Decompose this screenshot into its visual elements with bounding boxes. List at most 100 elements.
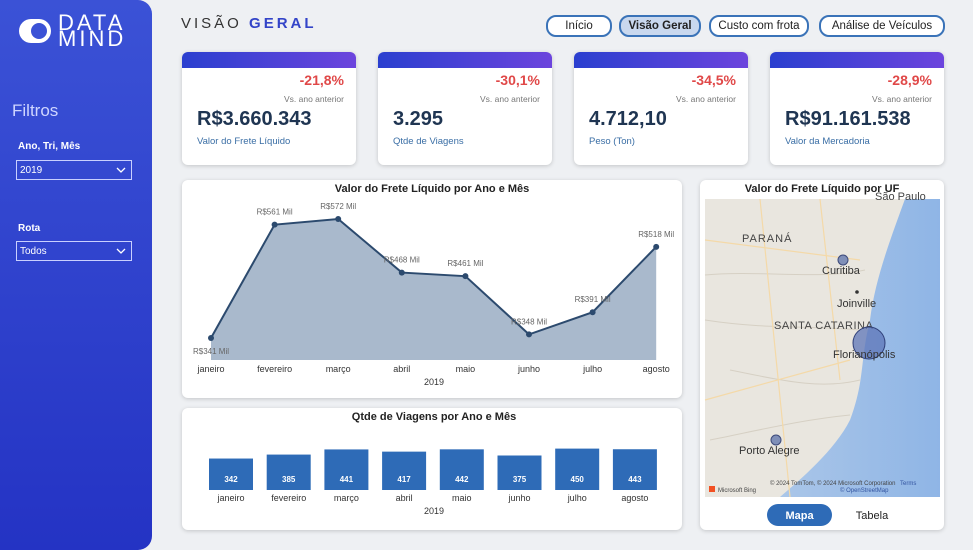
bing-logo xyxy=(709,486,715,492)
kpi-bar xyxy=(574,52,748,68)
chart-title: Valor do Frete Líquido por Ano e Mês xyxy=(335,183,530,195)
map-label: Curitiba xyxy=(822,265,861,277)
x-tick-label: abril xyxy=(393,364,410,374)
bar xyxy=(324,449,369,490)
data-label: 375 xyxy=(513,475,527,484)
data-label: 385 xyxy=(282,475,296,484)
bar xyxy=(266,454,311,490)
x-tick-label: julho xyxy=(567,493,587,503)
line xyxy=(210,217,657,339)
kpi-card: -30,1% Vs. ano anterior 3.295 Qtde de Viage… xyxy=(378,52,552,165)
filter-label: Rota xyxy=(18,223,41,234)
map-bubble xyxy=(770,434,782,446)
nav-button[interactable]: Início xyxy=(546,15,612,37)
x-tick-label: junho xyxy=(507,493,530,503)
line-chart: Valor do Frete Líquido por Ano e Mês R$34… xyxy=(193,183,674,387)
kpi-card: -34,5% Vs. ano anterior 4.712,10 Peso (Ton) xyxy=(574,52,748,165)
map-label: Joinville xyxy=(837,298,876,310)
data-label: 443 xyxy=(628,475,642,484)
data-label: R$561 Mil xyxy=(257,208,293,217)
map-card: Valor do Frete Líquido por UF São Paulo … xyxy=(700,180,944,530)
point xyxy=(208,335,214,341)
x-tick-label: maio xyxy=(456,364,476,374)
kpi-value: R$91.161.538 xyxy=(785,108,911,130)
brand-line2: MIND xyxy=(58,26,127,51)
map-osm[interactable]: © OpenStreetMap xyxy=(840,487,889,494)
data-label: R$518 Mil xyxy=(638,230,674,239)
filter-select[interactable]: Todos xyxy=(16,241,132,261)
map-bubble xyxy=(852,326,886,360)
map-label: Porto Alegre xyxy=(739,445,800,457)
kpi-bar xyxy=(770,52,944,68)
filter-value: 2019 xyxy=(20,165,43,176)
data-label: R$461 Mil xyxy=(447,259,483,268)
kpi-label: Qtde de Viagens xyxy=(393,136,464,147)
data-label: 442 xyxy=(455,475,469,484)
map-terms[interactable]: Terms xyxy=(900,481,916,487)
x-tick-label: agosto xyxy=(621,493,648,503)
kpi-bar xyxy=(378,52,552,68)
filter-value: Todos xyxy=(20,246,47,257)
chart-title: Qtde de Viagens por Ano e Mês xyxy=(352,411,516,423)
x-tick-label: março xyxy=(334,493,359,503)
data-label: R$391 Mil xyxy=(575,295,611,304)
map-sea xyxy=(780,199,940,497)
tab-label[interactable]: Tabela xyxy=(856,510,889,522)
map-road xyxy=(704,198,861,498)
map-logo: Microsoft Bing xyxy=(718,488,756,494)
point xyxy=(653,243,660,250)
kpi-change: -21,8% xyxy=(299,72,344,88)
x-tick-label: fevereiro xyxy=(271,493,306,503)
data-label: 441 xyxy=(340,475,354,484)
point xyxy=(398,269,405,276)
tab-active[interactable] xyxy=(767,504,832,526)
map-label: São Paulo xyxy=(875,191,926,203)
bar-chart: Qtde de Viagens por Ano e Mês 342 janeiro 3… xyxy=(209,411,657,516)
point xyxy=(271,221,278,228)
x-tick-label: fevereiro xyxy=(257,364,292,374)
point xyxy=(462,273,469,280)
kpi-card: -21,8% Vs. ano anterior R$3.660.343 Valor d… xyxy=(182,52,356,165)
kpi-compare: Vs. ano anterior xyxy=(871,94,932,104)
x-tick-label: junho xyxy=(517,364,540,374)
kpi-label: Peso (Ton) xyxy=(589,136,635,147)
data-label: R$341 Mil xyxy=(193,347,229,356)
kpi-change: -28,9% xyxy=(887,72,932,88)
area xyxy=(211,219,657,360)
x-axis-label: 2019 xyxy=(424,377,444,387)
nav-button[interactable]: Custo com frota xyxy=(709,15,809,37)
bar xyxy=(612,449,657,490)
filters-title: Filtros xyxy=(12,101,59,120)
map: Valor do Frete Líquido por UF São Paulo … xyxy=(704,183,940,526)
filter-select[interactable]: 2019 xyxy=(16,160,132,180)
x-tick-label: março xyxy=(326,364,351,374)
x-axis-label: 2019 xyxy=(424,506,444,516)
bar xyxy=(382,451,427,490)
nav-button[interactable]: Visão Geral xyxy=(619,15,701,37)
x-tick-label: agosto xyxy=(643,364,670,374)
map-border xyxy=(704,269,866,441)
data-label: R$572 Mil xyxy=(320,202,356,211)
x-tick-label: maio xyxy=(452,493,472,503)
chevron xyxy=(116,248,126,254)
x-tick-label: janeiro xyxy=(196,364,224,374)
bar xyxy=(555,448,600,490)
kpi-bar xyxy=(182,52,356,68)
map-bubble xyxy=(837,254,849,266)
brand-logo xyxy=(19,19,51,43)
bar xyxy=(209,458,253,490)
bar xyxy=(497,455,542,490)
point xyxy=(335,216,342,222)
nav-button[interactable]: Análise de Veículos xyxy=(819,15,945,37)
page-title: VISÃO GERAL xyxy=(181,15,317,32)
data-label: 417 xyxy=(397,475,411,484)
x-tick-label: janeiro xyxy=(216,493,244,503)
kpi-value: 3.295 xyxy=(393,108,444,130)
map-point xyxy=(855,290,859,294)
kpi-label: Valor do Frete Líquido xyxy=(197,136,291,147)
tab-label[interactable]: Mapa xyxy=(785,510,814,522)
map-attribution: © 2024 TomTom, © 2024 Microsoft Corporat… xyxy=(770,480,895,487)
kpi-change: -30,1% xyxy=(495,72,540,88)
bar xyxy=(439,449,484,490)
